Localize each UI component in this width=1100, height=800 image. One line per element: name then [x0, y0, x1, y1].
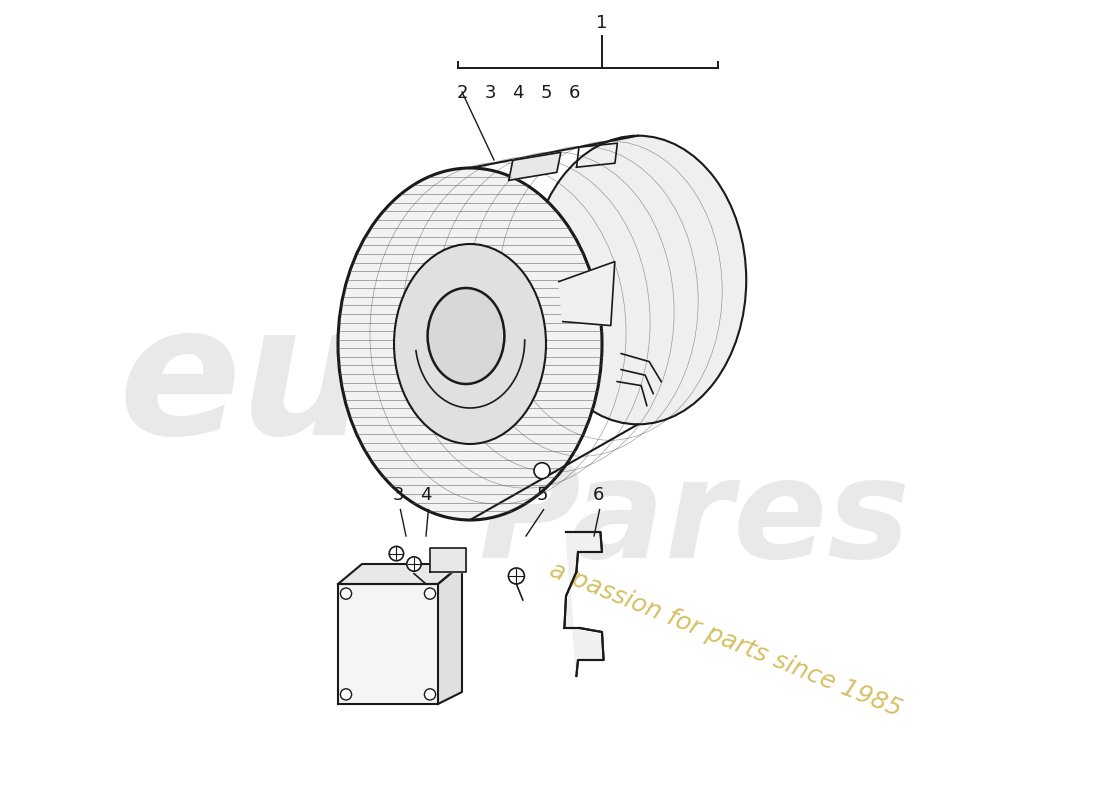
- Text: 1: 1: [596, 14, 607, 32]
- Text: Pares: Pares: [478, 453, 910, 587]
- Circle shape: [425, 689, 436, 700]
- Circle shape: [425, 588, 436, 599]
- Polygon shape: [438, 564, 462, 704]
- Text: 4: 4: [420, 486, 431, 504]
- Circle shape: [508, 568, 525, 584]
- Ellipse shape: [394, 244, 546, 444]
- Ellipse shape: [530, 136, 746, 424]
- Text: 2: 2: [456, 84, 468, 102]
- Text: a passion for parts since 1985: a passion for parts since 1985: [547, 558, 905, 722]
- Text: 3: 3: [393, 486, 404, 504]
- Circle shape: [389, 546, 404, 561]
- Text: euro: euro: [118, 296, 582, 472]
- Circle shape: [534, 462, 550, 478]
- Ellipse shape: [428, 288, 505, 384]
- Text: 5: 5: [537, 486, 548, 504]
- Circle shape: [407, 557, 421, 571]
- Text: 4: 4: [513, 84, 524, 102]
- Polygon shape: [564, 532, 604, 676]
- Circle shape: [340, 689, 352, 700]
- Text: 6: 6: [592, 486, 604, 504]
- Text: 3: 3: [484, 84, 496, 102]
- Text: 5: 5: [540, 84, 552, 102]
- Polygon shape: [559, 262, 615, 326]
- Circle shape: [340, 588, 352, 599]
- Polygon shape: [338, 564, 462, 584]
- Polygon shape: [338, 584, 438, 704]
- Polygon shape: [509, 152, 561, 180]
- Text: 6: 6: [569, 84, 580, 102]
- Ellipse shape: [338, 168, 602, 520]
- Polygon shape: [430, 548, 466, 572]
